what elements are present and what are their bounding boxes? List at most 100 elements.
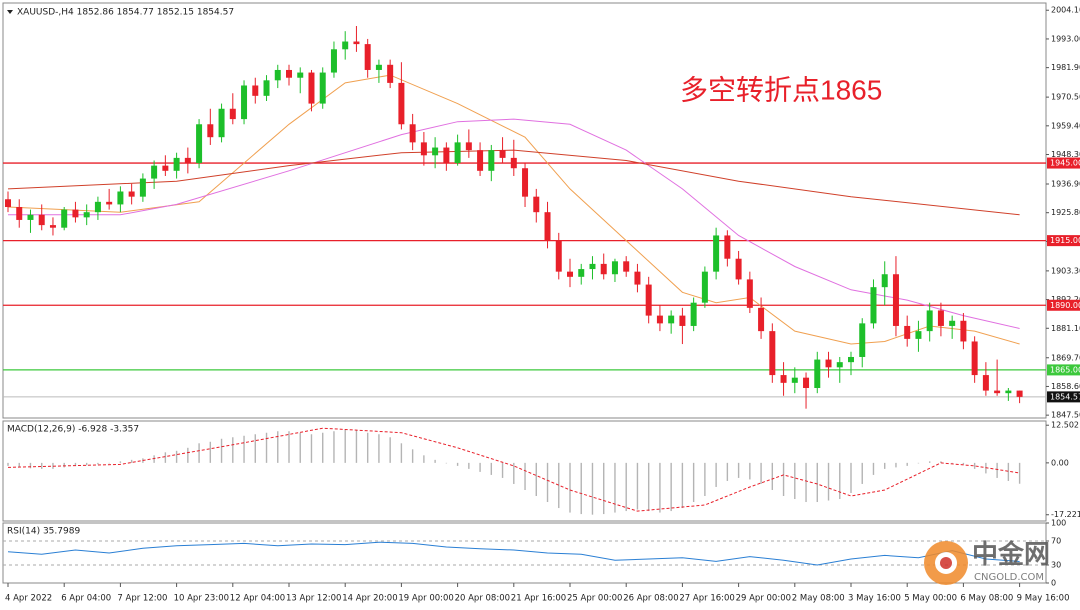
macd-bar [209,441,212,463]
y-tick-label: 1858.60 [1051,382,1080,391]
macd-bar [591,462,594,515]
line [7,427,1020,512]
level-tag [1047,235,1080,247]
candle-body [724,235,731,259]
macd-bar [906,462,908,466]
macd-bar [445,462,448,464]
macd-bar [794,462,796,500]
candle-body [196,124,203,164]
macd-bar [726,462,729,481]
candle-body [398,82,405,125]
candle-body [128,191,135,197]
macd-bar [839,462,841,500]
y-tick-label: 1869.70 [1051,353,1080,362]
macd-bar [175,450,178,463]
candle-body [634,271,641,285]
macd-title: MACD(12,26,9) -6.928 -3.357 [7,425,139,435]
candle-body [814,359,821,389]
price-panel [2,2,1047,419]
candle-body [848,356,854,363]
macd-bar [434,459,436,463]
candle-body [701,271,708,303]
level-tag [1047,299,1080,311]
candle-body [173,157,180,171]
macd-bar [378,434,380,463]
macd-bar [816,462,818,503]
candle-body [960,320,967,342]
macd-bar [322,432,324,463]
candle-body [162,165,169,171]
candle-body [611,261,618,275]
y-tick-label: 1847.50 [1051,411,1080,420]
menu-arrow [7,10,13,14]
macd-bar [580,462,582,515]
macd-bar [63,462,65,468]
x-tick-label: 20 Apr 08:00 [455,594,510,604]
candle-body [106,201,113,205]
candle-body [16,207,23,220]
candle-body [803,377,810,389]
candle-body [49,225,56,228]
line [7,74,1020,345]
candle-body [578,269,585,277]
rsi-title: RSI(14) 35.7989 [7,527,80,537]
macd-bar [558,462,560,509]
x-tick-label: 9 May 16:00 [1017,594,1070,604]
last-price-label: 1854.57 [1050,392,1080,401]
candle-body [870,287,877,324]
macd-bar [366,432,369,463]
y-tick-label: 12.502 [1051,421,1079,430]
macd-bar [872,462,875,475]
y-tick-label: 70 [1051,537,1061,546]
candle-body [454,142,461,164]
candle-body [656,315,663,324]
x-tick-label: 19 Apr 00:00 [398,594,453,604]
y-tick-label: 1981.90 [1051,63,1080,72]
macd-bar [456,462,459,466]
x-tick-label: 6 Apr 04:00 [61,594,111,604]
macd-bar [996,462,998,478]
line [7,541,1020,566]
candle-body [387,64,394,83]
y-tick-label: 100 [1051,519,1066,528]
candle-body [589,263,596,270]
candle-body [555,240,562,272]
candle-body [263,80,270,96]
macd-bar [973,462,976,469]
candle-body [330,49,337,73]
macd-bar [97,462,99,465]
macd-bar [546,462,549,503]
candle-body [184,157,191,164]
macd-bar [277,431,279,463]
candle-body [904,325,911,339]
macd-bar [647,462,650,512]
candle-body [926,310,933,332]
macd-bar [254,434,256,463]
macd-bar [85,462,88,466]
macd-bar [951,462,953,464]
x-tick-label: 6 May 08:00 [960,594,1013,604]
level-label: 1915.00 [1050,236,1080,245]
last-price-tag [1047,391,1080,403]
candle-body [241,85,248,120]
candle-body [982,375,989,391]
x-tick-label: 2 May 08:00 [792,594,845,604]
candle-body [892,274,899,326]
x-tick-label: 13 Apr 12:00 [286,594,341,604]
candle-body [825,359,832,368]
macd-bar [715,462,717,487]
candle-body [229,108,236,120]
candle-body [791,377,798,383]
candle-body [443,147,450,164]
macd-bar [355,429,358,463]
macd-bar [130,459,133,463]
macd-bar [805,462,807,503]
macd-bar [41,462,43,469]
macd-bar [535,462,537,496]
x-tick-label: 7 Apr 12:00 [117,594,167,604]
candle-body [488,150,495,171]
macd-bar [288,431,290,463]
x-tick-label: 4 Apr 2022 [5,594,52,604]
candle-body [151,165,158,179]
level-label: 1865.00 [1050,365,1080,374]
